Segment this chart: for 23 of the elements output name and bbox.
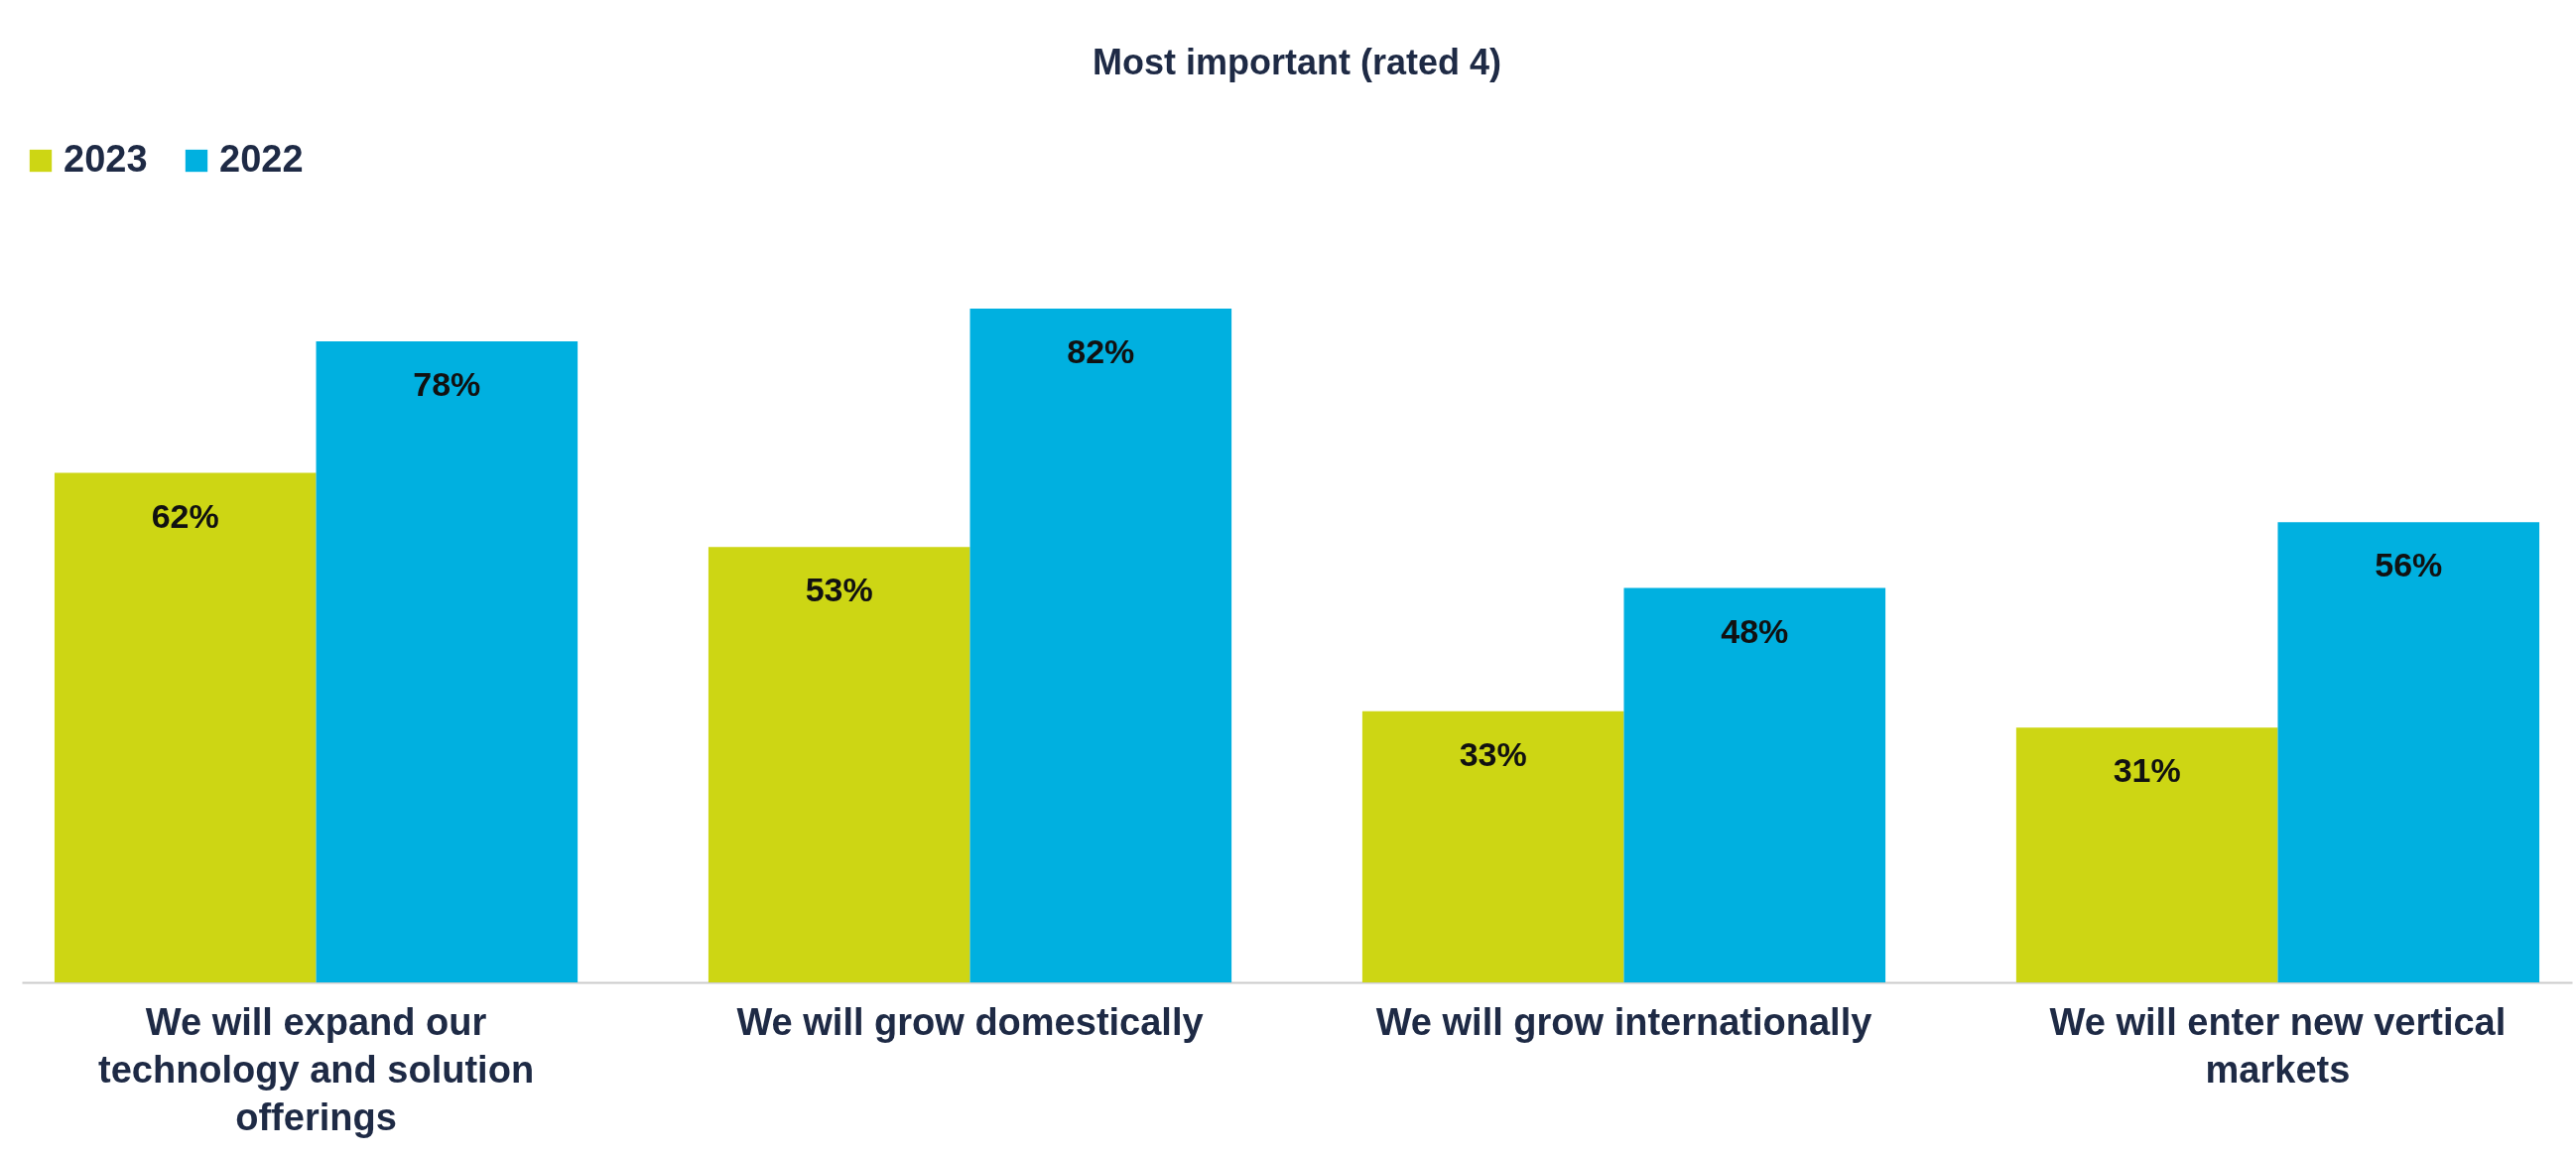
x-tick-label: We will grow internationally [1375, 1000, 1872, 1043]
bar [54, 472, 317, 982]
legend-label: 2023 [64, 138, 148, 180]
bar [2277, 522, 2540, 982]
x-tick-label: We will enter new vertical markets [2049, 1000, 2507, 1091]
data-label: 33% [1459, 734, 1527, 773]
x-tick-label: We will expand our technology and solution offerings [97, 1000, 535, 1138]
data-label: 48% [1721, 611, 1789, 650]
bar [1623, 587, 1886, 982]
legend-label: 2022 [219, 138, 304, 180]
bar [1361, 710, 1624, 982]
bar [969, 309, 1232, 982]
data-label: 31% [2113, 751, 2181, 790]
bar [2015, 727, 2278, 982]
bar [316, 341, 579, 982]
data-label: 82% [1067, 332, 1135, 370]
x-tick-label: We will grow domestically [736, 1000, 1204, 1043]
bar [708, 547, 970, 982]
chart-title: Most important (rated 4) [1092, 42, 1502, 82]
data-label: 78% [413, 365, 481, 404]
data-label: 56% [2375, 546, 2443, 584]
data-label: 53% [805, 571, 873, 609]
data-label: 62% [151, 496, 219, 535]
